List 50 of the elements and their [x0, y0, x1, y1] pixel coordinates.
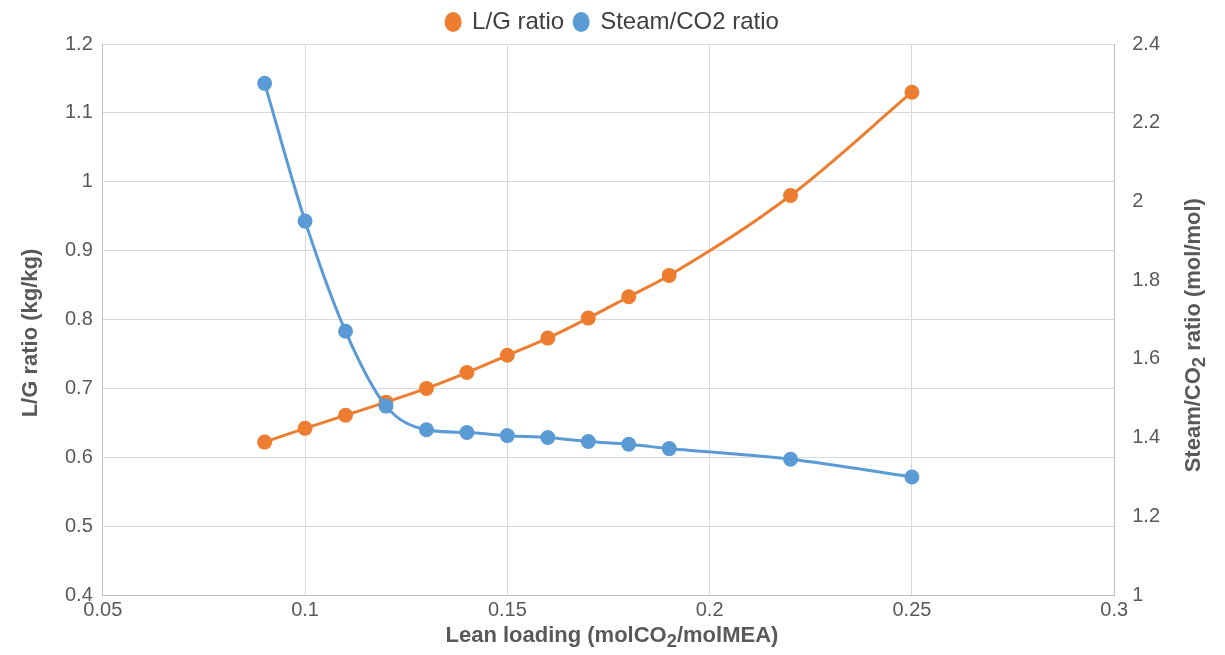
point [459, 424, 475, 440]
point [783, 451, 799, 467]
y2-tick-label: 2.4 [1132, 31, 1161, 54]
x-tick-label: 0.1 [291, 597, 319, 620]
point [621, 436, 637, 452]
point [661, 267, 677, 283]
point [257, 75, 273, 91]
point [499, 347, 515, 363]
point [418, 380, 434, 396]
y-tick-label: 1.1 [64, 100, 93, 123]
y-tick-label: 1.2 [64, 31, 93, 54]
point [338, 407, 354, 423]
x-tick-label: 0.2 [695, 597, 724, 620]
y-tick-label: 0.8 [64, 307, 93, 330]
point [459, 365, 475, 381]
legend-label: Steam/CO2 ratio [600, 6, 779, 34]
point [783, 188, 799, 204]
point [499, 428, 515, 444]
point [540, 330, 556, 346]
y-tick-label: 0.9 [64, 238, 93, 261]
point [661, 441, 677, 457]
point [418, 422, 434, 438]
point [904, 469, 920, 485]
x-tick-label: 0.25 [892, 597, 932, 620]
y2-tick-label: 2 [1132, 188, 1144, 211]
point [297, 420, 313, 436]
point [257, 434, 273, 450]
point [540, 430, 556, 446]
x-tick-label: 0.15 [487, 597, 527, 620]
y2-tick-label: 2.2 [1132, 110, 1161, 133]
y2-tick-label: 1.6 [1132, 346, 1161, 369]
y2-tick-label: 1.2 [1132, 503, 1161, 526]
y-tick-label: 0.6 [64, 444, 93, 467]
y2-tick-label: 1.4 [1132, 425, 1161, 448]
point [297, 213, 313, 229]
point [580, 310, 596, 326]
y-tick-label: 0.5 [64, 513, 93, 536]
y-tick-label: 0.7 [64, 375, 93, 398]
x-axis-title: Lean loading (molCO$_{2}$/molMEA) [445, 622, 779, 653]
x-tick-label: 0.3 [1100, 597, 1129, 620]
y2-tick-label: 1 [1132, 582, 1144, 605]
point [378, 398, 394, 414]
point [621, 289, 637, 305]
y-tick-label: 1 [81, 169, 93, 192]
y2-tick-label: 1.8 [1132, 267, 1161, 290]
y-axis-title: L/G ratio (kg/kg) [16, 248, 43, 418]
legend-label: L/G ratio [472, 6, 565, 34]
point [904, 84, 920, 100]
point [338, 323, 354, 339]
point [580, 434, 596, 450]
